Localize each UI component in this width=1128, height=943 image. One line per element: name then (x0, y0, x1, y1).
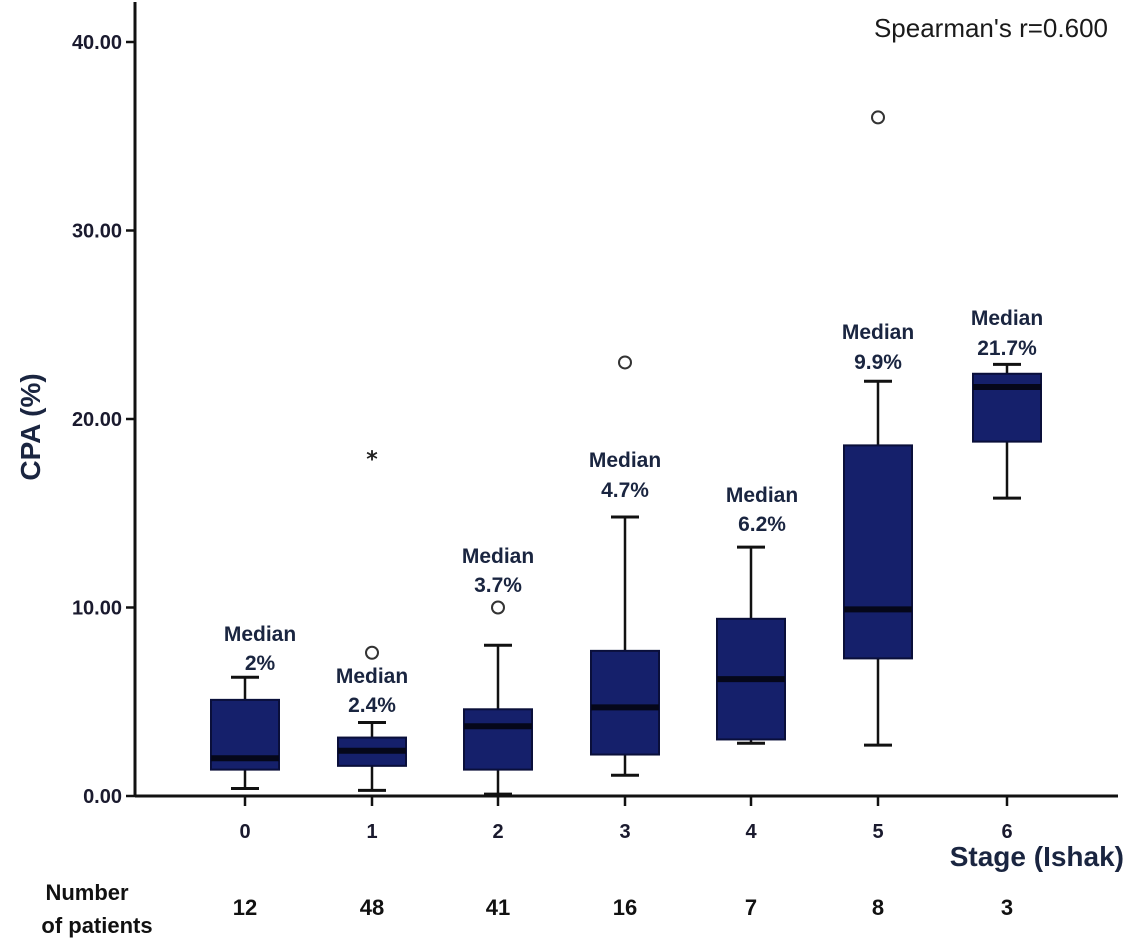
median-value-3: 4.7% (601, 479, 649, 502)
y-tick-label: 10.00 (72, 598, 122, 620)
x-tick-label: 6 (1001, 821, 1012, 843)
outlier-point (491, 600, 505, 615)
median-label-1: Median (336, 665, 408, 688)
patient-count-4: 7 (745, 895, 757, 920)
counts-label-line2: of patients (41, 913, 152, 938)
y-tick-label: 30.00 (72, 221, 122, 243)
median-value-1: 2.4% (348, 694, 396, 717)
patient-count-1: 48 (360, 895, 384, 920)
median-label-4: Median (726, 484, 798, 507)
outlier-point (365, 645, 379, 660)
median-label-5: Median (842, 321, 914, 344)
box-6 (972, 372, 1042, 443)
median-value-4: 6.2% (738, 513, 786, 536)
median-label-0: Median (224, 623, 296, 646)
spearman-annotation: Spearman's r=0.600 (874, 13, 1108, 43)
x-axis-title: Stage (Ishak) (950, 841, 1124, 872)
x-tick-label: 1 (366, 821, 377, 843)
y-axis-title: CPA (%) (15, 373, 46, 480)
median-value-2: 3.7% (474, 574, 522, 597)
y-tick-label: 20.00 (72, 409, 122, 431)
x-tick-label: 2 (492, 821, 503, 843)
box-3 (590, 649, 660, 756)
patient-count-2: 41 (486, 895, 510, 920)
box-5 (843, 444, 913, 660)
x-tick-label: 4 (745, 821, 757, 843)
y-tick-label: 0.00 (83, 786, 122, 808)
median-value-6: 21.7% (977, 337, 1037, 360)
y-tick-label: 40.00 (72, 32, 122, 54)
outlier-point (618, 355, 632, 370)
x-tick-label: 0 (239, 821, 250, 843)
box-2 (463, 708, 533, 771)
x-tick-label: 3 (619, 821, 630, 843)
extreme-point: * (366, 448, 378, 473)
patient-count-5: 8 (872, 895, 884, 920)
median-label-2: Median (462, 545, 534, 568)
x-tick-label: 5 (872, 821, 883, 843)
median-value-5: 9.9% (854, 351, 902, 374)
median-label-3: Median (589, 449, 661, 472)
patient-count-0: 12 (233, 895, 257, 920)
counts-label-line1: Number (45, 880, 129, 905)
median-value-0: 2% (245, 652, 276, 675)
outlier-point (871, 110, 885, 125)
patient-count-6: 3 (1001, 895, 1013, 920)
patient-count-3: 16 (613, 895, 637, 920)
median-label-6: Median (971, 307, 1043, 330)
